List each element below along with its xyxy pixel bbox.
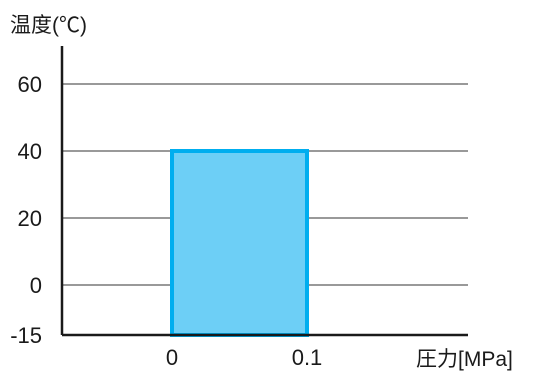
operating-region-rect	[170, 149, 309, 337]
x-tick-label: 0	[166, 345, 178, 370]
y-axis-label: 温度(℃)	[10, 14, 87, 37]
y-tick-label: 60	[18, 72, 42, 97]
operating-region	[170, 149, 309, 337]
y-tick-label: 40	[18, 139, 42, 164]
axes	[60, 46, 468, 337]
x-axis-label: 圧力[MPa]	[416, 348, 513, 371]
x-tick-label: 0.1	[292, 345, 323, 370]
tick-labels: -15 0 20 40 60 0 0.1	[10, 72, 322, 370]
y-tick-label: 0	[30, 273, 42, 298]
y-tick-label: -15	[10, 323, 42, 348]
y-tick-label: 20	[18, 206, 42, 231]
